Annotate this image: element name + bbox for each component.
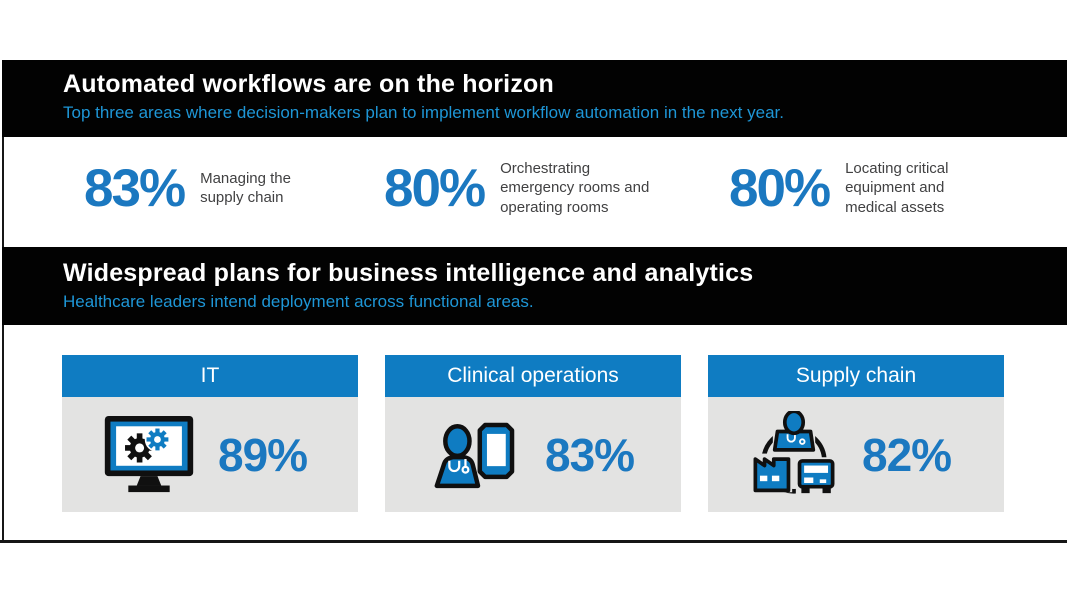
stat-locating-equipment: 80% Locating critical equipment and medi… — [729, 152, 967, 224]
stat-managing-supply-chain: 83% Managing the supply chain — [84, 152, 306, 224]
card-clinical-operations: Clinical operations 83% — [385, 355, 681, 512]
stat-label: Orchestrating emergency rooms and operat… — [500, 160, 650, 216]
clinician-tablet-icon — [433, 416, 523, 493]
section-title: Widespread plans for business intelligen… — [63, 259, 754, 287]
bottom-border — [0, 540, 1067, 543]
monitor-gears-icon — [102, 414, 196, 495]
card-percentage: 82% — [862, 428, 952, 481]
stat-label: Locating critical equipment and medical … — [845, 160, 949, 216]
section-title: Automated workflows are on the horizon — [63, 70, 554, 98]
card-header-label: Supply chain — [708, 355, 1004, 397]
card-it: IT — [62, 355, 358, 512]
stat-label: Managing the supply chain — [200, 169, 291, 206]
card-header-label: Clinical operations — [385, 355, 681, 397]
card-supply-chain: Supply chain — [708, 355, 1004, 512]
card-percentage: 83% — [545, 428, 635, 481]
card-header-label: IT — [62, 355, 358, 397]
stat-value: 80% — [384, 158, 486, 218]
section-business-intelligence: Widespread plans for business intelligen… — [2, 247, 1067, 325]
card-body: 82% — [708, 397, 1004, 512]
stat-value: 80% — [729, 158, 831, 218]
supply-chain-cycle-icon — [748, 411, 840, 498]
section-subtitle: Healthcare leaders intend deployment acr… — [63, 291, 534, 311]
section-subtitle: Top three areas where decision-makers pl… — [63, 102, 784, 122]
card-body: 89% — [62, 397, 358, 512]
section-automated-workflows: Automated workflows are on the horizon T… — [2, 60, 1067, 137]
card-percentage: 89% — [218, 428, 308, 481]
stat-orchestrating-rooms: 80% Orchestrating emergency rooms and op… — [384, 152, 662, 224]
card-body: 83% — [385, 397, 681, 512]
stat-value: 83% — [84, 158, 186, 218]
